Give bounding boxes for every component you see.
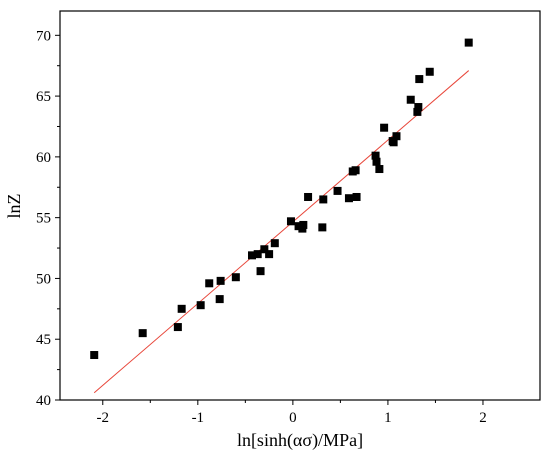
data-point xyxy=(380,123,389,132)
data-point xyxy=(177,304,186,313)
y-tick-label: 65 xyxy=(36,89,51,105)
data-point xyxy=(375,165,384,174)
x-tick-label: 1 xyxy=(384,410,392,426)
data-point xyxy=(299,220,308,229)
data-point xyxy=(413,107,422,116)
data-point xyxy=(392,132,401,141)
data-point xyxy=(270,239,279,248)
x-tick-label: -2 xyxy=(97,410,110,426)
plot-border xyxy=(59,10,541,401)
data-point xyxy=(319,195,328,204)
y-tick-label: 70 xyxy=(36,28,51,44)
data-point xyxy=(304,192,313,201)
data-point xyxy=(333,186,342,195)
data-point xyxy=(425,67,434,76)
data-points-layer xyxy=(90,38,473,360)
data-point xyxy=(464,38,473,47)
y-tick-label: 55 xyxy=(36,211,51,227)
data-point xyxy=(231,273,240,282)
linear-fit-line xyxy=(93,70,470,394)
data-point xyxy=(215,295,224,304)
data-point xyxy=(371,151,380,160)
x-axis-title: ln[sinh(ασ)/MPa] xyxy=(237,430,363,451)
data-point xyxy=(205,279,214,288)
data-point xyxy=(196,301,205,310)
y-tick-label: 60 xyxy=(36,150,51,166)
data-point xyxy=(318,223,327,232)
y-axis-title: lnZ xyxy=(4,193,24,218)
x-tick-label: 2 xyxy=(479,410,487,426)
data-point xyxy=(260,245,269,254)
plot-frame xyxy=(59,10,541,401)
x-axis-ticks: -2 -1 0 1 2 xyxy=(97,400,487,426)
x-tick-label: 0 xyxy=(289,410,297,426)
data-point xyxy=(265,250,274,259)
data-point xyxy=(173,323,182,332)
data-point xyxy=(256,267,265,276)
data-point xyxy=(351,166,360,175)
data-point xyxy=(389,138,398,147)
y-tick-label: 50 xyxy=(36,271,51,287)
data-point xyxy=(253,250,262,259)
data-point xyxy=(344,194,353,203)
data-point xyxy=(90,351,99,360)
y-axis-ticks: 40 45 50 55 60 65 70 xyxy=(36,28,60,409)
data-point xyxy=(286,217,295,226)
data-point xyxy=(248,251,256,260)
data-point xyxy=(372,157,381,166)
data-point xyxy=(406,95,415,104)
y-tick-label: 40 xyxy=(36,393,51,409)
data-point xyxy=(216,276,225,285)
data-point xyxy=(415,75,424,84)
data-point xyxy=(138,329,147,338)
fit-line-layer xyxy=(93,70,470,394)
x-tick-label: -1 xyxy=(192,410,205,426)
y-tick-label: 45 xyxy=(36,332,51,348)
data-point xyxy=(414,103,423,112)
data-point xyxy=(352,192,361,201)
